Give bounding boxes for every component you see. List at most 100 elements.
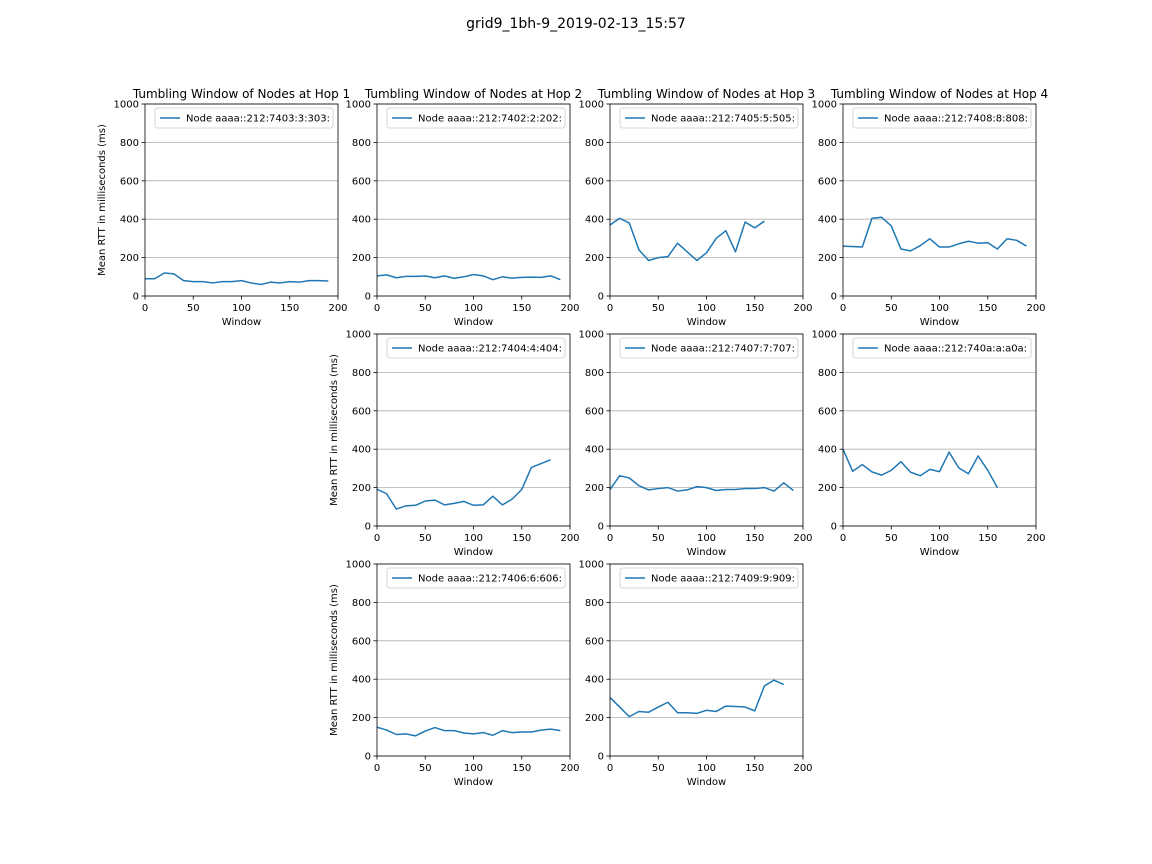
subplot-p6: 0 200 400 600 800 1000 0 50 100 150 200 Window Node … <box>579 330 813 559</box>
x-tick-label: 100 <box>232 303 251 314</box>
y-tick-label: 1000 <box>579 330 604 341</box>
y-tick-label: 400 <box>352 215 371 226</box>
subplot-title: Tumbling Window of Nodes at Hop 3 <box>597 87 815 101</box>
legend: Node aaaa::212:7403:3:303: <box>154 107 334 129</box>
legend-entry: Node aaaa::212:7409:9:909: <box>651 574 795 585</box>
series-line <box>145 272 329 286</box>
figure-suptitle: grid9_1bh-9_2019-02-13_15:57 <box>466 16 686 32</box>
x-tick-label: 100 <box>464 533 483 544</box>
x-tick-label: 0 <box>607 533 613 544</box>
legend: Node aaaa::212:7407:7:707: <box>619 337 799 359</box>
subplot-p2: 0 200 400 600 800 1000 0 50 100 150 200 Window Tumbl… <box>346 87 583 328</box>
y-tick-label: 800 <box>352 598 371 609</box>
x-tick-label: 100 <box>697 303 716 314</box>
y-tick-label: 200 <box>352 253 371 264</box>
y-tick-label: 200 <box>352 713 371 724</box>
legend-box <box>386 567 566 589</box>
x-tick-label: 0 <box>374 303 380 314</box>
legend: Node aaaa::212:7405:5:505: <box>619 107 799 129</box>
x-tick-label: 50 <box>885 303 898 314</box>
series-line <box>609 217 765 262</box>
x-axis-label: Window <box>920 547 959 558</box>
x-tick-label: 100 <box>464 303 483 314</box>
y-tick-label: 800 <box>352 368 371 379</box>
x-tick-label: 50 <box>419 763 432 774</box>
legend: Node aaaa::212:7402:2:202: <box>386 107 566 129</box>
y-tick-label: 1000 <box>114 100 139 111</box>
x-axis-label: Window <box>687 547 726 558</box>
subplot-title: Tumbling Window of Nodes at Hop 2 <box>364 87 582 101</box>
series-line <box>842 448 999 488</box>
x-tick-label: 0 <box>840 303 846 314</box>
plot-area <box>843 334 1036 526</box>
legend-box <box>619 107 799 129</box>
plot-area <box>377 104 570 296</box>
x-tick-label: 0 <box>607 303 613 314</box>
y-tick-label: 1000 <box>812 100 837 111</box>
legend-box <box>619 567 799 589</box>
x-tick-label: 0 <box>142 303 148 314</box>
x-tick-label: 150 <box>512 533 531 544</box>
y-tick-label: 600 <box>352 176 371 187</box>
x-axis-label: Window <box>687 317 726 328</box>
x-tick-label: 50 <box>187 303 200 314</box>
subplot-p4: 0 200 400 600 800 1000 0 50 100 150 200 Window Tumbl… <box>812 87 1049 328</box>
y-tick-label: 800 <box>120 138 139 149</box>
x-tick-label: 200 <box>793 533 812 544</box>
x-tick-label: 200 <box>560 763 579 774</box>
y-tick-label: 0 <box>598 522 604 533</box>
x-tick-label: 0 <box>374 533 380 544</box>
y-axis-label: Mean RTT in milliseconds (ms) <box>329 584 340 736</box>
x-tick-label: 50 <box>885 533 898 544</box>
legend-box <box>619 337 799 359</box>
y-tick-label: 200 <box>818 253 837 264</box>
x-tick-label: 0 <box>374 763 380 774</box>
legend: Node aaaa::212:7404:4:404: <box>386 337 566 359</box>
x-tick-label: 200 <box>560 303 579 314</box>
x-tick-label: 50 <box>652 763 665 774</box>
y-tick-label: 1000 <box>346 100 371 111</box>
y-tick-label: 600 <box>585 406 604 417</box>
plot-area <box>145 104 338 296</box>
y-tick-label: 600 <box>352 636 371 647</box>
legend-entry: Node aaaa::212:7405:5:505: <box>651 114 795 125</box>
y-tick-label: 1000 <box>346 330 371 341</box>
y-tick-label: 0 <box>365 752 371 763</box>
y-tick-label: 800 <box>352 138 371 149</box>
x-tick-label: 50 <box>652 303 665 314</box>
subplot-p8: 0 200 400 600 800 1000 0 50 100 150 200 Window Mean … <box>329 560 580 789</box>
y-tick-label: 0 <box>598 292 604 303</box>
x-axis-label: Window <box>454 317 493 328</box>
y-tick-label: 200 <box>818 483 837 494</box>
y-tick-label: 800 <box>818 138 837 149</box>
x-tick-label: 50 <box>652 533 665 544</box>
x-tick-label: 200 <box>560 533 579 544</box>
subplot-title: Tumbling Window of Nodes at Hop 1 <box>132 87 350 101</box>
y-tick-label: 600 <box>818 176 837 187</box>
y-tick-label: 0 <box>831 522 837 533</box>
subplot-p9: 0 200 400 600 800 1000 0 50 100 150 200 Window Node … <box>579 560 813 789</box>
x-tick-label: 150 <box>280 303 299 314</box>
y-tick-label: 600 <box>585 176 604 187</box>
y-tick-label: 400 <box>818 215 837 226</box>
y-tick-label: 600 <box>120 176 139 187</box>
series-line <box>376 459 551 510</box>
x-tick-label: 150 <box>745 533 764 544</box>
legend-box <box>852 107 1032 129</box>
x-axis-label: Window <box>222 317 261 328</box>
y-tick-label: 1000 <box>579 560 604 571</box>
legend: Node aaaa::212:7408:8:808: <box>852 107 1032 129</box>
y-tick-label: 600 <box>818 406 837 417</box>
y-tick-label: 200 <box>585 483 604 494</box>
x-tick-label: 150 <box>978 533 997 544</box>
legend-box <box>852 337 1032 359</box>
legend: Node aaaa::212:740a:a:a0a: <box>852 337 1032 359</box>
x-tick-label: 200 <box>1026 533 1045 544</box>
x-tick-label: 50 <box>419 533 432 544</box>
y-tick-label: 600 <box>585 636 604 647</box>
series-line <box>842 216 1027 252</box>
y-tick-label: 200 <box>585 713 604 724</box>
x-tick-label: 150 <box>512 763 531 774</box>
